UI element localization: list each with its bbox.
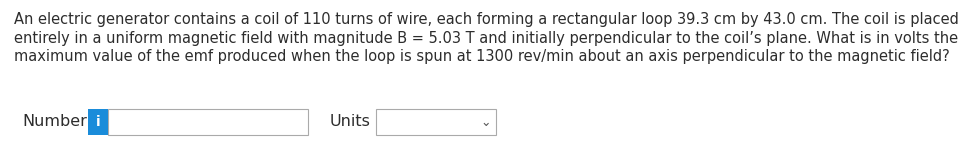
Text: An electric generator contains a coil of 110 turns of wire, each forming a recta: An electric generator contains a coil of…	[14, 12, 958, 27]
Text: Number: Number	[22, 114, 87, 130]
Bar	[88, 109, 108, 135]
Bar	[108, 109, 308, 135]
Text: Units: Units	[330, 114, 371, 130]
Text: i: i	[96, 115, 101, 129]
Text: entirely in a uniform magnetic field with magnitude B = 5.03 T and initially per: entirely in a uniform magnetic field wit…	[14, 31, 958, 45]
Text: ⌄: ⌄	[481, 116, 491, 128]
Bar	[376, 109, 496, 135]
Text: maximum value of the emf produced when the loop is spun at 1300 rev/min about an: maximum value of the emf produced when t…	[14, 49, 949, 64]
